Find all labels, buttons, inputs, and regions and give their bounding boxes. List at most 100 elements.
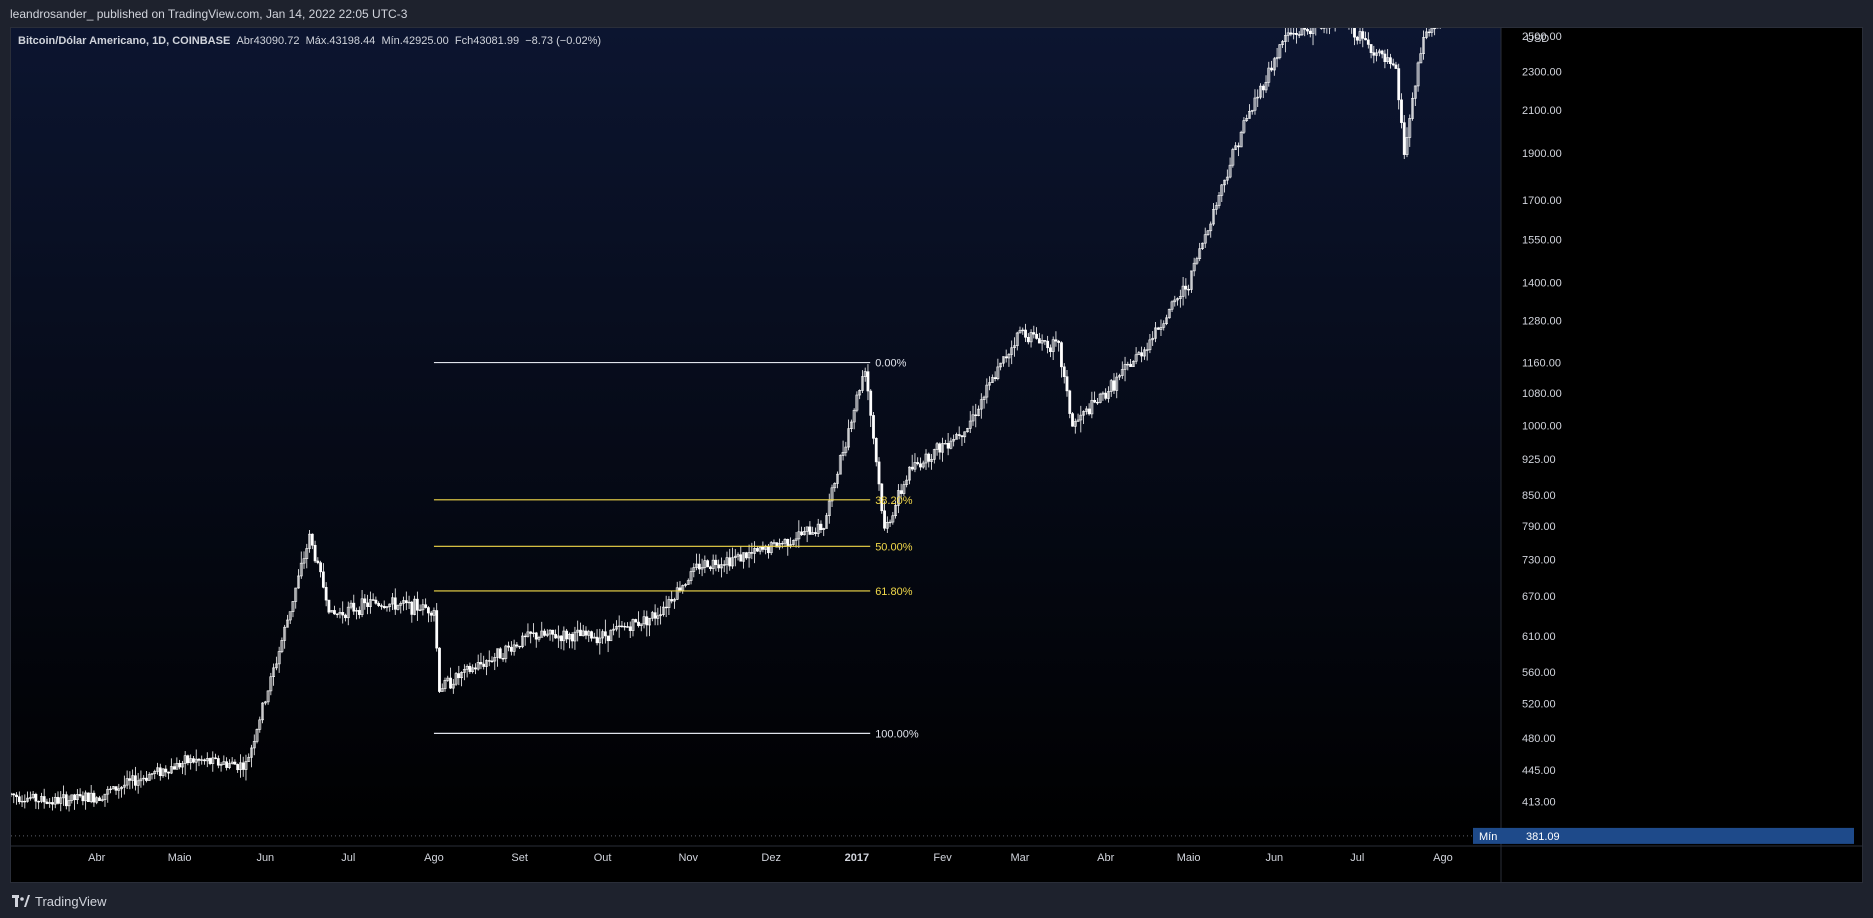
candle-body (720, 564, 723, 569)
candle-body (180, 763, 184, 768)
candle-body (545, 633, 549, 636)
candle-body (404, 600, 408, 604)
candle-body (996, 366, 1000, 380)
candle-body (485, 660, 488, 667)
candle-body (34, 793, 38, 802)
candle-body (1137, 352, 1141, 356)
candle-body (167, 771, 170, 774)
tradingview-logo[interactable]: TradingView (12, 894, 107, 909)
close-label: Fch (454, 35, 474, 47)
candle-body (872, 415, 875, 439)
candle-body (388, 603, 392, 607)
min-price-label: Mín (1479, 831, 1497, 843)
candle-body (670, 599, 674, 602)
candle-body (1024, 329, 1027, 338)
candle-body (62, 794, 65, 799)
candle-body (617, 625, 621, 628)
candle-body (772, 542, 776, 544)
candle-body (1267, 67, 1271, 83)
candle-body (1419, 53, 1423, 64)
candle-body (366, 602, 370, 607)
candle-body (642, 616, 646, 625)
candle-body (739, 554, 743, 562)
price-tick-label: 730.00 (1522, 555, 1556, 567)
price-tick-label: 2100.00 (1522, 105, 1562, 117)
candle-body (753, 548, 757, 554)
candle-body (526, 631, 530, 637)
candle-body (117, 788, 121, 791)
price-tick-label: 2300.00 (1522, 67, 1562, 79)
candle-body (1159, 326, 1163, 330)
candle-body (288, 611, 292, 621)
candle-body (252, 741, 256, 749)
candle-body (197, 758, 201, 761)
candle-body (1234, 145, 1238, 150)
candle-body (145, 777, 148, 781)
candle-body (78, 794, 82, 797)
candle-body (899, 490, 903, 494)
candle-body (805, 526, 809, 532)
candle-body (216, 758, 220, 766)
candle-body (344, 614, 347, 619)
candle-body (1281, 41, 1285, 45)
candle-body (368, 599, 372, 607)
candle-body (1189, 270, 1193, 290)
price-tick-label: 1400.00 (1522, 278, 1562, 290)
candle-body (142, 777, 146, 780)
candle-body (1223, 179, 1226, 186)
chart-pane[interactable]: 413.00 445.00 480.00 520.00 560.00 610.00 670.… (10, 27, 1863, 883)
candle-body (974, 414, 978, 416)
candle-body (357, 610, 361, 615)
candle-body (87, 792, 90, 803)
candle-body (1408, 118, 1412, 138)
candle-body (819, 523, 823, 531)
candle-body (1366, 39, 1370, 45)
candle-body (454, 673, 458, 685)
candle-body (855, 394, 859, 411)
candle-body (410, 601, 414, 615)
candle-body (341, 612, 345, 616)
candle-body (648, 617, 651, 626)
candle-body (125, 778, 129, 786)
candle-body (556, 635, 560, 639)
price-tick-label: 445.00 (1522, 765, 1556, 777)
candle-body (225, 761, 229, 768)
candle-body (1007, 354, 1011, 359)
candle-body (1118, 375, 1121, 378)
candle-body (81, 795, 85, 802)
candle-body (595, 636, 599, 644)
candle-body (28, 797, 32, 799)
candle-body (626, 626, 629, 628)
candle-body (708, 566, 712, 570)
candle-body (885, 522, 889, 529)
candle-body (310, 533, 314, 546)
candle-body (656, 615, 660, 619)
fib-level-label: 61.80% (875, 586, 913, 598)
candle-body (778, 543, 781, 548)
candle-body (178, 762, 182, 768)
candle-body (1283, 35, 1287, 42)
price-chart[interactable]: 413.00 445.00 480.00 520.00 560.00 610.00 670.… (11, 28, 1863, 883)
symbol-name: Bitcoin/Dólar Americano, 1D, COINBASE (18, 35, 231, 47)
time-tick-label: Maio (168, 852, 192, 864)
price-tick-label: 480.00 (1522, 733, 1556, 745)
candle-body (355, 610, 358, 612)
candle-body (308, 533, 311, 549)
candle-body (241, 762, 245, 770)
time-tick-label: Set (511, 852, 528, 864)
candle-body (335, 613, 339, 616)
price-tick-label: 1550.00 (1522, 234, 1562, 246)
candle-body (1101, 392, 1105, 395)
candle-body (512, 644, 516, 652)
candle-body (211, 757, 215, 764)
candle-body (800, 531, 804, 536)
candle-body (869, 390, 873, 416)
candle-body (1201, 242, 1204, 250)
candle-body (1018, 330, 1022, 334)
candle-body (122, 784, 126, 788)
candle-body (587, 631, 591, 636)
candle-body (731, 557, 734, 567)
candle-body (114, 786, 118, 791)
candle-body (1142, 349, 1146, 357)
candle-body (833, 483, 837, 489)
